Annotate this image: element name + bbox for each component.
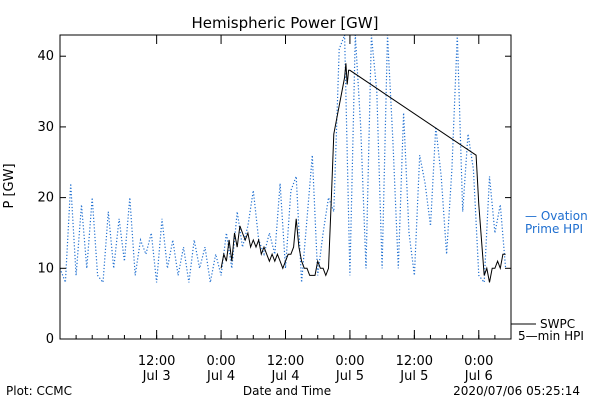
x-tick-label-date: Jul 4 — [206, 369, 235, 384]
x-tick-label-date: Jul 3 — [142, 369, 171, 384]
plot-frame — [59, 34, 512, 340]
y-tick-label: 0 — [46, 332, 54, 347]
x-tick-label-time: 0:00 — [206, 354, 235, 369]
legend-swpc-line2: 5—min HPI — [518, 329, 584, 343]
footer-x-label: Date and Time — [243, 384, 331, 398]
x-tick-label-time: 0:00 — [335, 354, 364, 369]
x-tick-label-date: Jul 4 — [270, 369, 299, 384]
plot-area — [59, 34, 507, 285]
legend-ovation-line1: — Ovation — [525, 209, 588, 223]
y-tick-label: 10 — [37, 261, 54, 276]
x-tick-label-date: Jul 6 — [464, 369, 493, 384]
x-tick-label-time: 12:00 — [396, 354, 433, 369]
series-ovation-prime-hpi — [59, 34, 507, 285]
x-tick-label-time: 12:00 — [138, 354, 175, 369]
legend-swpc-line1: SWPC — [540, 317, 575, 331]
x-tick-label-date: Jul 5 — [335, 369, 364, 384]
chart-title: Hemispheric Power [GW] — [192, 14, 379, 32]
y-tick-label: 30 — [37, 120, 54, 135]
footer-timestamp: 2020/07/06 05:25:14 — [453, 384, 580, 398]
footer-plot-source: Plot: CCMC — [6, 384, 72, 398]
y-axis-label: P [GW] — [2, 163, 17, 208]
legend-ovation-line2: Prime HPI — [525, 222, 583, 236]
y-axis: 0 10 20 30 40 — [37, 49, 511, 347]
legend-ovation: — Ovation Prime HPI — [525, 209, 588, 236]
legend-swpc: SWPC 5—min HPI — [511, 317, 584, 343]
y-tick-label: 40 — [37, 49, 54, 64]
y-tick-label: 20 — [37, 191, 54, 206]
x-tick-label-time: 12:00 — [267, 354, 304, 369]
x-tick-label-time: 0:00 — [464, 354, 493, 369]
series-swpc-5min-hpi — [220, 63, 506, 283]
x-tick-label-date: Jul 5 — [399, 369, 428, 384]
